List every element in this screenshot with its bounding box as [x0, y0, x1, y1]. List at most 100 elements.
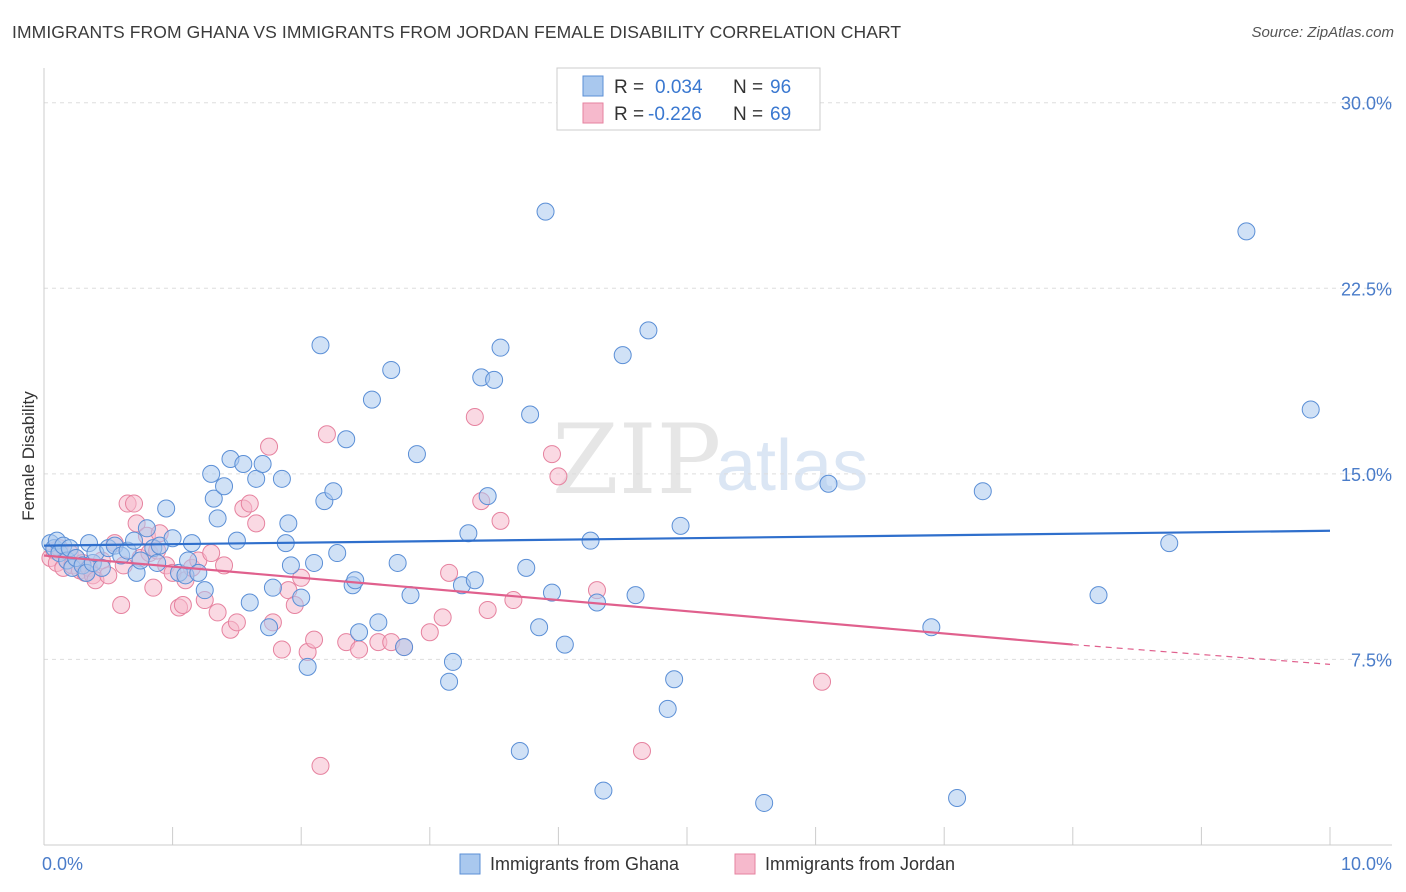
- ghana-point: [581, 531, 600, 550]
- jordan-point: [125, 494, 144, 513]
- ghana-point: [459, 524, 478, 543]
- ghana-point: [148, 553, 167, 572]
- ghana-point: [555, 635, 574, 654]
- bottom-legend-label-ghana: Immigrants from Ghana: [490, 854, 680, 874]
- legend-n-value-ghana: 96: [770, 77, 791, 98]
- ghana-point: [755, 793, 774, 812]
- ghana-point: [594, 781, 613, 800]
- jordan-point: [465, 407, 484, 426]
- x-tick-label-min: 0.0%: [42, 854, 83, 874]
- jordan-point: [632, 741, 651, 760]
- ghana-point: [292, 588, 311, 607]
- ghana-point: [263, 578, 282, 597]
- ghana-point: [440, 672, 459, 691]
- ghana-point: [328, 544, 347, 563]
- ghana-point: [671, 516, 690, 535]
- jordan-point: [144, 578, 163, 597]
- jordan-point: [208, 603, 227, 622]
- trend-lines: [43, 529, 1331, 665]
- ghana-point: [401, 586, 420, 605]
- watermark: ZIP atlas: [552, 404, 868, 516]
- y-tick-label: 30.0%: [1341, 94, 1392, 114]
- ghana-point: [1160, 534, 1179, 553]
- legend-r-label-ghana: R =: [614, 77, 644, 98]
- ghana-point: [305, 553, 324, 572]
- ghana-point: [195, 581, 214, 600]
- jordan-point: [311, 756, 330, 775]
- ghana-point: [346, 571, 365, 590]
- ghana-point: [311, 336, 330, 355]
- jordan-point: [227, 613, 246, 632]
- ghana-point: [1301, 400, 1320, 419]
- ghana-point: [819, 474, 838, 493]
- legend-r-value-jordan: -0.226: [648, 104, 702, 125]
- ghana-point: [324, 482, 343, 501]
- ghana-point: [281, 556, 300, 575]
- jordan-point: [173, 596, 192, 615]
- ghana-point: [973, 482, 992, 501]
- jordan-point: [350, 640, 369, 659]
- ghana-point: [350, 623, 369, 642]
- grid-lines: [44, 102, 1392, 660]
- legend-n-label-jordan: N =: [733, 104, 763, 125]
- series-legend: Immigrants from Ghana Immigrants from Jo…: [459, 853, 955, 875]
- ghana-point: [948, 788, 967, 807]
- ghana-trend-line: [43, 529, 1331, 547]
- ghana-point: [227, 531, 246, 550]
- ghana-point: [163, 529, 182, 548]
- jordan-point: [491, 511, 510, 530]
- legend-r-label-jordan: R =: [614, 104, 644, 125]
- ghana-point: [204, 489, 223, 508]
- jordan-point: [440, 563, 459, 582]
- legend-n-label-ghana: N =: [733, 77, 763, 98]
- ghana-point: [92, 558, 111, 577]
- chart-title: IMMIGRANTS FROM GHANA VS IMMIGRANTS FROM…: [12, 22, 902, 42]
- jordan-point: [112, 596, 131, 615]
- jordan-point: [202, 544, 221, 563]
- source-label: Source: ZipAtlas.com: [1251, 24, 1394, 41]
- ghana-point: [407, 445, 426, 464]
- y-tick-labels: 7.5% 15.0% 22.5% 30.0%: [1341, 94, 1392, 671]
- y-tick-label: 22.5%: [1341, 279, 1392, 299]
- ghana-point: [240, 593, 259, 612]
- ghana-point: [247, 469, 266, 488]
- x-tick-label-max: 10.0%: [1341, 854, 1392, 874]
- jordan-point: [272, 640, 291, 659]
- ghana-point: [157, 499, 176, 518]
- jordan-point: [317, 425, 336, 444]
- jordan-point: [260, 437, 279, 456]
- legend-n-value-jordan: 69: [770, 104, 791, 125]
- ghana-point: [260, 618, 279, 637]
- ghana-point: [395, 638, 414, 657]
- ghana-point: [189, 563, 208, 582]
- ghana-point: [491, 338, 510, 357]
- axes: [43, 68, 1392, 846]
- ghana-point: [521, 405, 540, 424]
- ghana-point: [382, 360, 401, 379]
- watermark-atlas: atlas: [716, 426, 868, 506]
- ghana-point: [536, 202, 555, 221]
- ghana-point: [542, 583, 561, 602]
- y-axis-title: Female Disability: [19, 391, 38, 521]
- jordan-point: [240, 494, 259, 513]
- ghana-point: [517, 558, 536, 577]
- legend-swatch-jordan: [582, 102, 604, 124]
- ghana-point: [298, 657, 317, 676]
- ghana-point: [639, 321, 658, 340]
- watermark-zip: ZIP: [552, 404, 721, 516]
- jordan-point: [504, 591, 523, 610]
- ghana-point: [485, 370, 504, 389]
- ghana-point: [279, 514, 298, 533]
- jordan-point: [420, 623, 439, 642]
- ghana-point: [478, 487, 497, 506]
- ghana-point: [272, 469, 291, 488]
- ghana-point: [137, 519, 156, 538]
- ghana-point: [658, 699, 677, 718]
- ghana-point: [665, 670, 684, 689]
- ghana-point: [362, 390, 381, 409]
- ghana-point: [253, 454, 272, 473]
- ghana-point: [1237, 222, 1256, 241]
- ghana-point: [337, 430, 356, 449]
- ghana-point: [465, 571, 484, 590]
